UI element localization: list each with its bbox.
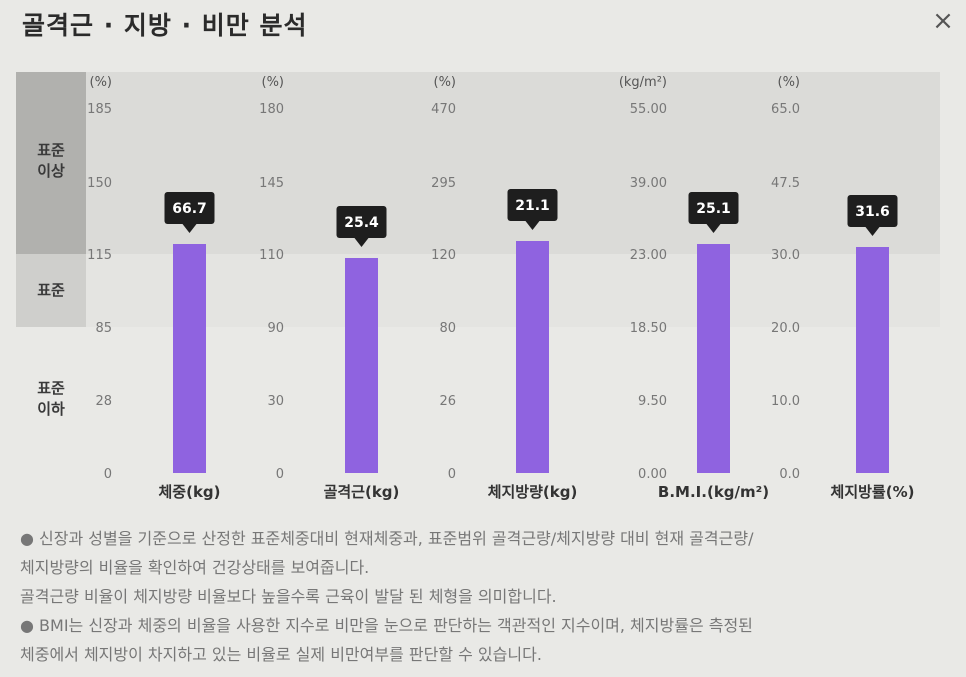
value-callout	[688, 192, 739, 224]
bar-chart: (%) 185 150 115 85 28 0 66.7 체중(kg) (%) 180 145 110 9…	[87, 75, 915, 501]
tick-label: 85	[95, 321, 112, 336]
bar	[856, 247, 889, 473]
tick-label: 145	[259, 176, 284, 191]
value-callout-pointer	[865, 227, 880, 236]
bar	[345, 258, 378, 473]
tick-label: 80	[439, 321, 456, 336]
value-callout-pointer	[706, 224, 721, 233]
zone-label-low: 표준 이하	[37, 379, 65, 418]
tick-label: 0	[104, 467, 112, 482]
category-label: 체지방률(%)	[831, 483, 915, 501]
axis-unit: (%)	[90, 75, 113, 90]
note-line: 체중에서 체지방이 차지하고 있는 비율로 실제 비만여부를 판단할 수 있습니…	[20, 645, 542, 664]
data-label: 25.1	[696, 201, 731, 217]
bar	[697, 244, 730, 473]
note-line: 골격근량 비율이 체지방량 비율보다 높을수록 근육이 발달 된 체형을 의미합…	[20, 587, 557, 606]
tick-label: 9.50	[638, 394, 667, 409]
axis-unit: (%)	[778, 75, 801, 90]
tick-label: 120	[431, 248, 456, 263]
tick-label: 26	[439, 394, 456, 409]
category-label: 체중(kg)	[158, 483, 220, 501]
tick-label: 0.00	[638, 467, 667, 482]
value-callout-pointer	[525, 221, 540, 230]
value-callout	[336, 206, 387, 238]
notes: ● 신장과 성별을 기준으로 산정한 표준체중대비 현재체중과, 표준범위 골격…	[20, 524, 950, 669]
value-callout	[507, 189, 558, 221]
category-label: B.M.I.(kg/m²)	[658, 483, 769, 501]
value-callout-pointer	[354, 238, 369, 247]
tick-label: 0	[276, 467, 284, 482]
tick-label: 0	[448, 467, 456, 482]
data-label: 21.1	[515, 198, 550, 214]
category-label: 체지방량(kg)	[488, 483, 578, 501]
tick-label: 39.00	[630, 176, 667, 191]
tick-label: 110	[259, 248, 284, 263]
value-callout-pointer	[182, 224, 197, 233]
bar	[516, 241, 549, 473]
data-label: 66.7	[172, 201, 207, 217]
value-callout	[164, 192, 215, 224]
page-title: 골격근 · 지방 · 비만 분석	[22, 11, 308, 40]
axis-unit: (%)	[262, 75, 285, 90]
tick-label: 18.50	[630, 321, 667, 336]
zone-label-cell-high	[16, 72, 86, 254]
tick-label: 20.0	[771, 321, 800, 336]
zone-label-standard: 표준	[37, 281, 65, 299]
tick-label: 185	[87, 102, 112, 117]
axis-unit: (%)	[434, 75, 457, 90]
value-callout	[847, 195, 898, 227]
tick-label: 90	[267, 321, 284, 336]
tick-label: 295	[431, 176, 456, 191]
tick-label: 55.00	[630, 102, 667, 117]
close-icon[interactable]: ×	[932, 6, 954, 36]
note-line: ● BMI는 신장과 체중의 비율을 사용한 지수로 비만을 눈으로 판단하는 …	[20, 616, 753, 635]
axis-unit: (kg/m²)	[619, 75, 667, 90]
zone-label-cell-standard	[16, 254, 86, 327]
tick-label: 65.0	[771, 102, 800, 117]
tick-label: 28	[95, 394, 112, 409]
chart-area: 표준 이상 표준 표준 이하 (%) 185 150 115 85 28 0 66.7 체중(k…	[16, 72, 940, 512]
tick-label: 180	[259, 102, 284, 117]
tick-label: 115	[87, 248, 112, 263]
tick-label: 30	[267, 394, 284, 409]
note-line: ● 신장과 성별을 기준으로 산정한 표준체중대비 현재체중과, 표준범위 골격…	[20, 529, 754, 548]
tick-label: 0.0	[779, 467, 800, 482]
tick-label: 23.00	[630, 248, 667, 263]
tick-label: 150	[87, 176, 112, 191]
tick-label: 10.0	[771, 394, 800, 409]
tick-label: 470	[431, 102, 456, 117]
tick-label: 47.5	[771, 176, 800, 191]
category-label: 골격근(kg)	[324, 483, 400, 501]
tick-label: 30.0	[771, 248, 800, 263]
data-label: 31.6	[855, 204, 890, 220]
note-line: 체지방량의 비율을 확인하여 건강상태를 보여줍니다.	[20, 558, 370, 577]
bar	[173, 244, 206, 473]
data-label: 25.4	[344, 215, 379, 231]
zone-band-standard	[16, 254, 940, 327]
zone-label-high: 표준 이상	[37, 141, 65, 180]
